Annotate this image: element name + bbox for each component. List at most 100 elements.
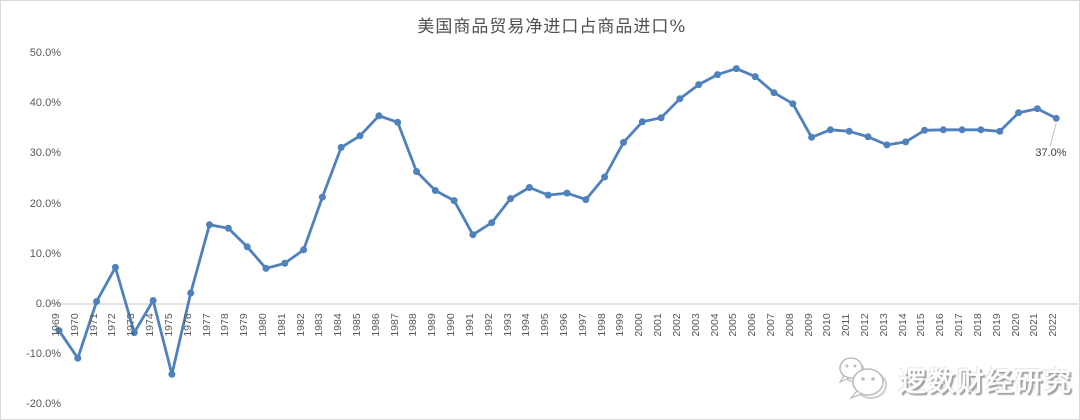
x-tick-label: 1981 <box>275 313 288 337</box>
x-tick-label: 1992 <box>482 313 495 337</box>
data-point-marker <box>187 289 195 297</box>
x-tick-label: 1990 <box>445 313 458 337</box>
x-tick-label: 2019 <box>990 313 1003 337</box>
x-tick-label: 1979 <box>238 313 251 337</box>
x-tick-label: 1996 <box>558 313 570 337</box>
data-point-label: 37.0% <box>1035 147 1067 159</box>
data-point-marker <box>939 126 947 134</box>
data-point-marker <box>883 141 891 149</box>
data-point-marker <box>281 259 289 267</box>
x-tick-label: 2005 <box>727 313 740 337</box>
data-point-marker <box>130 329 138 337</box>
data-point-marker <box>168 370 176 378</box>
data-point-marker <box>732 65 740 73</box>
x-tick-label: 1994 <box>520 313 533 337</box>
data-point-marker <box>638 118 646 126</box>
x-tick-label: 1972 <box>106 313 119 337</box>
x-tick-label: 1982 <box>294 313 307 337</box>
data-point-marker <box>55 327 63 335</box>
data-point-marker <box>1033 105 1041 113</box>
data-point-marker <box>431 187 439 194</box>
data-point-marker <box>582 196 590 204</box>
x-tick-label: 1999 <box>614 313 627 337</box>
data-point-marker <box>488 219 496 227</box>
data-point-marker <box>111 263 119 271</box>
data-point-marker <box>525 184 533 191</box>
data-point-marker <box>507 195 515 203</box>
data-point-marker <box>413 168 420 175</box>
data-point-marker <box>902 138 910 146</box>
data-point-marker <box>243 243 251 251</box>
data-point-marker <box>996 127 1004 135</box>
x-tick-label: 1971 <box>87 313 100 337</box>
x-tick-label: 2010 <box>821 313 834 337</box>
data-point-marker <box>808 133 816 141</box>
data-point-marker <box>450 197 458 205</box>
x-tick-label: 1974 <box>144 313 157 337</box>
x-tick-label: 1976 <box>181 313 194 337</box>
data-point-marker <box>676 95 684 103</box>
x-tick-label: 2014 <box>896 313 909 337</box>
y-tick-label: 20.0% <box>29 197 61 210</box>
data-point-marker <box>300 246 308 254</box>
x-tick-label: 1978 <box>219 313 232 337</box>
data-point-marker <box>224 224 232 232</box>
x-tick-label: 2013 <box>877 313 890 337</box>
x-tick-label: 1977 <box>200 313 213 337</box>
data-point-marker <box>206 221 213 229</box>
x-tick-label: 2002 <box>670 313 683 337</box>
y-tick-label: 0.0% <box>35 298 61 310</box>
y-tick-label: 10.0% <box>29 247 61 260</box>
x-tick-label: 1995 <box>539 313 552 337</box>
data-point-marker <box>74 354 82 362</box>
data-point-marker <box>93 298 101 305</box>
x-tick-label: 1970 <box>68 313 81 337</box>
data-point-marker <box>1015 109 1023 117</box>
x-tick-label: 1980 <box>256 313 269 337</box>
x-tick-label: 1973 <box>125 313 138 337</box>
data-point-marker <box>563 189 571 197</box>
x-tick-label: 2009 <box>802 313 815 337</box>
data-point-marker <box>695 81 703 89</box>
x-tick-label: 2017 <box>953 313 966 337</box>
x-tick-label: 2021 <box>1028 313 1041 337</box>
x-tick-label: 2016 <box>934 313 947 337</box>
x-tick-label: 1975 <box>162 313 175 337</box>
data-point-marker <box>977 126 985 134</box>
x-tick-label: 1988 <box>407 313 420 337</box>
data-point-marker <box>394 118 402 126</box>
x-tick-label: 2000 <box>633 313 646 337</box>
x-tick-label: 1998 <box>595 313 608 337</box>
y-tick-label: 30.0% <box>29 147 61 160</box>
x-tick-label: 1986 <box>369 313 382 337</box>
data-point-marker <box>356 132 364 140</box>
wechat-icon <box>838 357 887 400</box>
x-tick-label: 2008 <box>783 313 796 337</box>
x-tick-label: 2006 <box>746 313 759 337</box>
x-tick-label: 2004 <box>708 313 721 337</box>
x-tick-label: 2011 <box>840 313 853 337</box>
x-tick-label: 1985 <box>351 313 364 337</box>
x-tick-label: 2020 <box>1009 313 1022 337</box>
watermark: 逻数财经研究 <box>837 347 1077 411</box>
data-point-marker <box>770 89 778 97</box>
y-tick-label: -10.0% <box>26 348 61 361</box>
x-tick-label: 2012 <box>859 313 872 337</box>
chart-title: 美国商品贸易净进口占商品进口% <box>417 17 687 37</box>
data-point-marker <box>1052 114 1060 122</box>
data-point-marker <box>337 143 345 151</box>
data-point-marker <box>469 231 477 239</box>
x-tick-label: 2003 <box>689 313 702 337</box>
data-point-marker <box>921 126 928 134</box>
x-tick-label: 1993 <box>501 313 514 337</box>
data-point-marker <box>864 133 872 141</box>
x-tick-label: 2022 <box>1047 313 1060 337</box>
data-point-marker <box>544 191 552 199</box>
y-tick-label: -20.0% <box>26 398 61 411</box>
data-point-marker <box>789 100 797 108</box>
y-tick-label: 50.0% <box>29 47 61 59</box>
y-tick-label: 40.0% <box>29 97 61 110</box>
data-point-marker <box>826 126 834 134</box>
